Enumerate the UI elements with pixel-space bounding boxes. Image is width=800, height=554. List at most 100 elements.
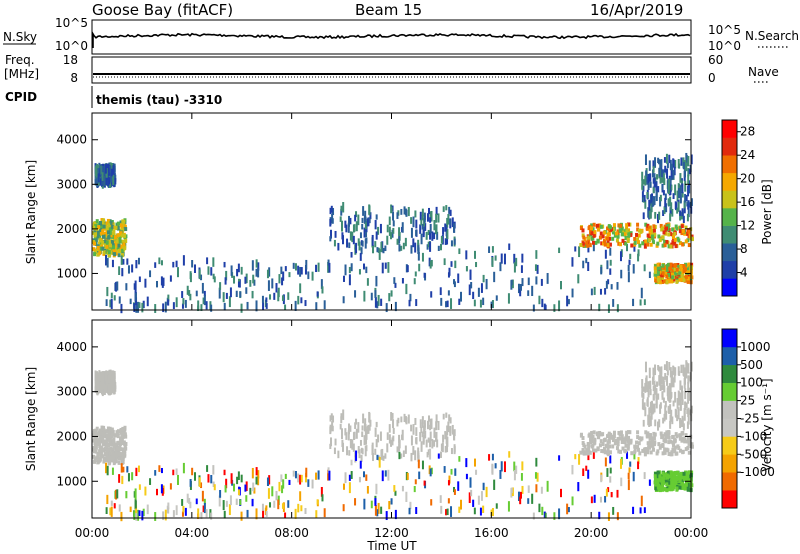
velocity-cell	[669, 452, 673, 457]
velocity-cell	[642, 386, 645, 392]
power-cell	[647, 225, 651, 230]
power-cell	[616, 282, 619, 290]
power-cell	[680, 224, 684, 229]
velocity-cell	[656, 449, 660, 454]
power-cell	[428, 257, 431, 267]
power-cell	[648, 199, 651, 211]
velocity-cell	[315, 510, 318, 518]
velocity-cell	[517, 491, 520, 502]
velocity-cell	[600, 449, 604, 454]
power-cell	[201, 282, 204, 294]
power-cell	[627, 264, 630, 272]
power-cell	[244, 276, 247, 284]
velocity-cell	[115, 446, 119, 451]
power-cell	[594, 240, 598, 245]
velocity-cell	[245, 495, 248, 502]
power-cell	[652, 160, 655, 168]
velocity-cell	[277, 499, 280, 510]
velocity-cell	[436, 439, 439, 448]
power-cell	[229, 287, 232, 298]
velocity-cell	[629, 461, 632, 467]
power-cell	[300, 297, 303, 304]
velocity-cell	[421, 431, 424, 438]
velocity-cell	[669, 470, 673, 475]
velocity-cell	[116, 429, 120, 434]
velocity-cell	[673, 475, 677, 480]
velocity-cell	[404, 445, 407, 454]
power-cell	[175, 297, 178, 308]
velocity-cell	[448, 414, 451, 422]
velocity-cell	[449, 417, 452, 424]
velocity-cell	[646, 441, 650, 446]
velocity-colorbar-tick-label: 1000	[740, 340, 771, 354]
power-cell	[440, 235, 443, 244]
power-cell	[457, 273, 460, 284]
velocity-cell	[601, 449, 605, 454]
power-cell	[114, 245, 118, 250]
velocity-cell	[672, 442, 676, 447]
velocity-cell	[647, 414, 650, 426]
power-cell	[601, 241, 605, 246]
power-cell	[517, 283, 520, 294]
power-cell	[408, 299, 411, 307]
power-cell	[649, 194, 652, 204]
power-cell	[228, 296, 231, 308]
velocity-cell	[110, 434, 114, 439]
velocity-cell	[460, 499, 463, 510]
power-cell	[121, 233, 125, 238]
velocity-cell	[99, 385, 102, 394]
velocity-cell	[337, 450, 340, 459]
velocity-cell	[660, 366, 663, 375]
velocity-cell	[370, 500, 373, 509]
velocity-cell	[650, 400, 653, 410]
power-cell	[355, 242, 358, 254]
power-cell	[686, 213, 689, 222]
velocity-cell	[654, 364, 657, 376]
velocity-cell	[118, 504, 121, 512]
velocity-cell	[245, 481, 248, 491]
power-cell	[387, 262, 390, 273]
power-cell	[620, 269, 623, 279]
velocity-cell	[262, 510, 265, 519]
power-cell	[608, 236, 612, 241]
velocity-cell	[646, 385, 649, 393]
velocity-cell	[111, 439, 115, 444]
power-cell	[200, 304, 203, 312]
power-cell	[315, 264, 318, 273]
velocity-cell	[102, 432, 106, 437]
power-cell	[421, 223, 424, 230]
velocity-cell	[287, 500, 290, 508]
power-cell	[443, 258, 446, 266]
power-cell	[534, 264, 537, 271]
velocity-cell	[93, 459, 97, 464]
velocity-cell	[686, 421, 689, 429]
power-cell	[650, 234, 654, 239]
velocity-cell	[358, 449, 361, 459]
power-cell	[470, 282, 473, 289]
power-cell	[642, 212, 645, 220]
velocity-cell	[251, 467, 254, 479]
velocity-cell	[109, 507, 112, 516]
power-cell	[600, 266, 603, 275]
power-cell	[440, 297, 443, 306]
power-cell	[540, 278, 543, 286]
velocity-cell	[665, 473, 669, 478]
velocity-cell	[642, 393, 645, 399]
velocity-cell	[121, 447, 125, 452]
velocity-cell	[669, 404, 672, 414]
time-tick-label: 04:00	[175, 526, 210, 540]
velocity-cell	[500, 461, 503, 472]
power-cell	[200, 274, 203, 281]
velocity-cell	[339, 423, 342, 430]
power-cell	[412, 238, 415, 248]
power-cell	[665, 203, 668, 213]
power-cell	[129, 298, 132, 305]
velocity-cell	[611, 444, 615, 449]
power-cell	[284, 304, 287, 311]
velocity-cell	[676, 398, 679, 409]
power-cell	[359, 232, 362, 239]
velocity-cell	[668, 474, 672, 479]
power-cell	[257, 262, 260, 271]
velocity-cell	[265, 505, 268, 511]
power-cell	[137, 301, 140, 313]
